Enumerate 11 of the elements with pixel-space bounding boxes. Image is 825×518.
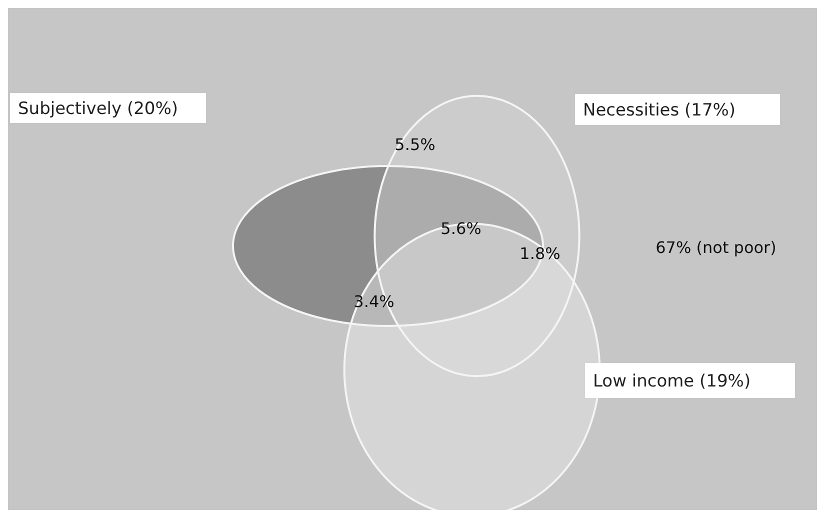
text: 1.8% [520,244,560,263]
category-label: Necessities [583,100,680,120]
data-label: (17%) [684,100,736,120]
category-label: Subjectively [18,99,122,119]
text: 67% (not poor) [656,238,776,257]
text: 5.6% [440,219,482,238]
text: 3.4% [354,292,394,311]
data-label: (20%) [126,99,178,119]
category-label: Low income [593,372,694,392]
text: 5.5% [394,135,436,154]
data-label: (19%) [700,372,751,392]
